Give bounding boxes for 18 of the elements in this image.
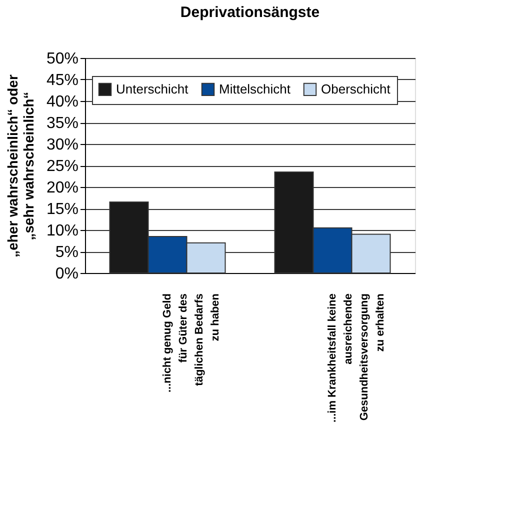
x-tick-label: ...nicht genug Geld für Güter des täglichen Bedarfs zu haben (162, 293, 222, 392)
y-tick-label: 45% (46, 72, 78, 89)
y-tick-label: 0% (55, 266, 78, 282)
y-tick-label: 20% (46, 180, 78, 196)
y-tick-label: 5% (55, 244, 78, 261)
y-tick-label: 35% (46, 115, 78, 132)
y-tick-label: 50% (46, 50, 78, 68)
y-tick-label: 25% (46, 158, 78, 175)
y-tick-label: 10% (46, 222, 78, 240)
legend-label: Mittelschicht (219, 81, 291, 96)
y-tick-label: 30% (46, 136, 78, 154)
x-tick-label: ...im Krankheitsfall keine ausreichende Gesundheitsversorgung zu erhalten (326, 293, 386, 422)
legend-label: Oberschicht (321, 81, 391, 96)
legend-label: Unterschicht (116, 81, 189, 96)
y-tick-label: 15% (46, 201, 78, 218)
y-axis-title: „eher wahrscheinlich“ oder „sehr wahrscheinlich“ (4, 74, 36, 258)
y-tick-label: 40% (46, 94, 78, 110)
chart-title: Deprivationsängste (180, 4, 320, 21)
